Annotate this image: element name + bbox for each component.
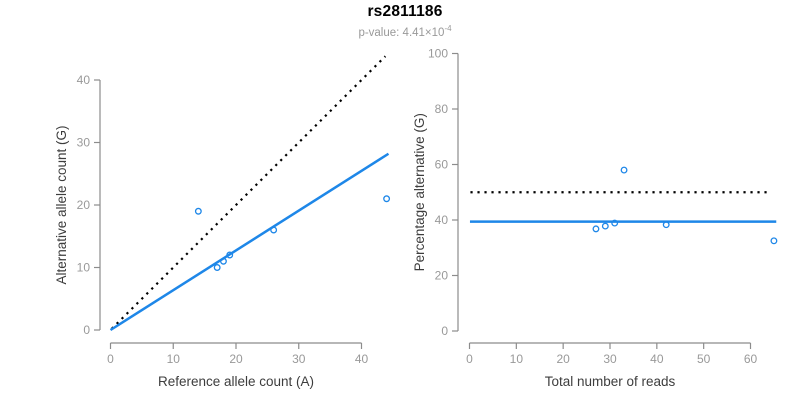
- fit-line: [109, 152, 390, 332]
- x-tick-label: 20: [229, 352, 243, 366]
- y-axis-title: Alternative allele count (G): [54, 125, 69, 284]
- x-tick-label: 0: [466, 352, 473, 366]
- data-point: [383, 195, 391, 203]
- x-tick-label: 60: [744, 352, 758, 366]
- x-tick-label: 10: [167, 352, 181, 366]
- x-tick-label: 0: [107, 352, 114, 366]
- y-tick-label: 60: [435, 158, 449, 172]
- x-axis-title: Reference allele count (A): [158, 374, 314, 389]
- y-axis-title: Percentage alternative (G): [412, 113, 427, 271]
- y-tick-label: 10: [77, 261, 91, 275]
- x-tick-label: 30: [603, 352, 617, 366]
- data-point: [620, 166, 628, 174]
- x-tick-label: 40: [355, 352, 369, 366]
- data-point: [770, 237, 778, 245]
- data-point: [601, 222, 609, 230]
- y-tick-label: 20: [435, 269, 449, 283]
- y-tick-label: 0: [83, 323, 90, 337]
- x-tick-label: 40: [650, 352, 664, 366]
- y-tick-label: 80: [435, 102, 449, 116]
- y-tick-label: 30: [77, 136, 91, 150]
- data-point: [194, 207, 202, 215]
- data-point: [213, 264, 221, 271]
- y-tick-label: 40: [77, 73, 91, 87]
- x-axis-title: Total number of reads: [545, 374, 676, 389]
- identity-line: [110, 55, 387, 330]
- y-tick-label: 20: [77, 198, 91, 212]
- y-tick-label: 40: [435, 213, 449, 227]
- y-tick-label: 0: [441, 324, 448, 338]
- x-tick-label: 50: [697, 352, 711, 366]
- y-tick-label: 100: [428, 47, 448, 61]
- data-point: [592, 225, 600, 233]
- data-point: [611, 219, 619, 227]
- x-tick-label: 20: [556, 352, 570, 366]
- x-tick-label: 10: [510, 352, 524, 366]
- x-tick-label: 30: [292, 352, 306, 366]
